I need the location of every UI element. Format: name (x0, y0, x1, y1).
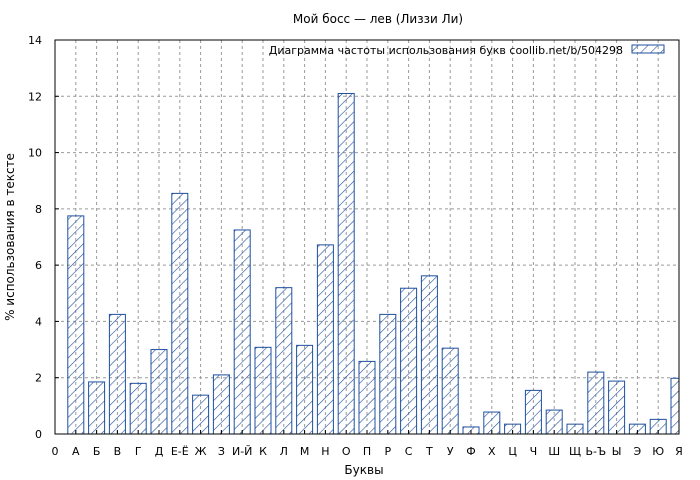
x-tick-label: Я (675, 445, 683, 458)
bar-О (337, 92, 355, 435)
x-axis: 0 А Б В Г Д Е-Ё Ж З И-Й К Л М Н О П Р С Т У Ф Х Ц Ч Ш Щ Ь-Ъ Ы Э Ю Я (52, 430, 683, 458)
x-tick-label: В (114, 445, 122, 458)
y-tick-label: 10 (28, 147, 42, 160)
bar-Г (129, 382, 147, 435)
x-tick-label: Л (280, 445, 288, 458)
bar-К (254, 346, 272, 435)
x-tick-label: Э (634, 445, 642, 458)
x-tick-label: А (72, 445, 80, 458)
x-tick-label: Ц (508, 445, 517, 458)
bar-У (441, 347, 459, 435)
bar-Ы (608, 380, 626, 435)
y-tick-label: 0 (35, 428, 42, 441)
bar-М (296, 344, 314, 435)
legend-swatch (631, 44, 665, 54)
y-axis: 0 2 4 6 8 10 12 14 (28, 34, 59, 441)
x-tick-label: 0 (52, 445, 59, 458)
bar-В (108, 313, 126, 435)
x-tick-label: Г (135, 445, 142, 458)
x-tick-label: Ь-Ъ (585, 445, 606, 458)
chart-title: Мой босс — лев (Лиззи Ли) (293, 12, 463, 26)
x-tick-label: Ю (652, 445, 664, 458)
x-tick-label: О (342, 445, 351, 458)
bar-С (400, 287, 418, 435)
x-tick-label: Д (155, 445, 164, 458)
legend: Диаграмма частоты использования букв coo… (269, 44, 665, 57)
bar-Р (379, 313, 397, 435)
bar-Ж (192, 394, 210, 435)
bar-П (358, 360, 376, 435)
y-tick-label: 2 (35, 372, 42, 385)
x-tick-label: Ч (530, 445, 538, 458)
x-tick-label: Б (93, 445, 101, 458)
x-tick-label: Ж (195, 445, 207, 458)
bar-А (67, 215, 85, 435)
x-tick-label: Ш (548, 445, 560, 458)
x-tick-label: Е-Ё (171, 445, 189, 458)
legend-label: Диаграмма частоты использования букв coo… (269, 44, 623, 57)
x-tick-label: К (259, 445, 267, 458)
y-tick-label: 4 (35, 315, 42, 328)
x-tick-label: Р (384, 445, 391, 458)
bar-Ч (524, 389, 542, 435)
y-axis-label: % использования в тексте (3, 153, 17, 321)
x-tick-label: З (218, 445, 225, 458)
bars (67, 92, 680, 435)
y-tick-label: 8 (35, 203, 42, 216)
x-tick-label: С (405, 445, 413, 458)
bar-Я (670, 377, 680, 435)
bar-И-Й (233, 229, 251, 435)
x-tick-label: М (300, 445, 310, 458)
bar-Е-Ё (171, 192, 189, 435)
bar-Д (150, 349, 168, 435)
x-tick-label: Ф (466, 445, 475, 458)
y-tick-label: 14 (28, 34, 42, 47)
x-tick-label: Щ (569, 445, 581, 458)
x-tick-label: Т (425, 445, 433, 458)
x-tick-label: Ы (612, 445, 622, 458)
x-tick-label: И-Й (232, 445, 252, 458)
bar-З (212, 374, 230, 435)
x-tick-label: Н (321, 445, 329, 458)
y-tick-label: 12 (28, 90, 42, 103)
bar-Б (88, 381, 106, 435)
y-tick-label: 6 (35, 259, 42, 272)
bar-Н (316, 244, 334, 435)
bar-Л (275, 287, 293, 435)
x-axis-label: Буквы (344, 463, 383, 477)
x-tick-label: У (447, 445, 454, 458)
x-tick-label: П (363, 445, 371, 458)
bar-Ь-Ъ (587, 371, 605, 435)
bar-Т (420, 275, 438, 435)
x-tick-label: Х (488, 445, 496, 458)
